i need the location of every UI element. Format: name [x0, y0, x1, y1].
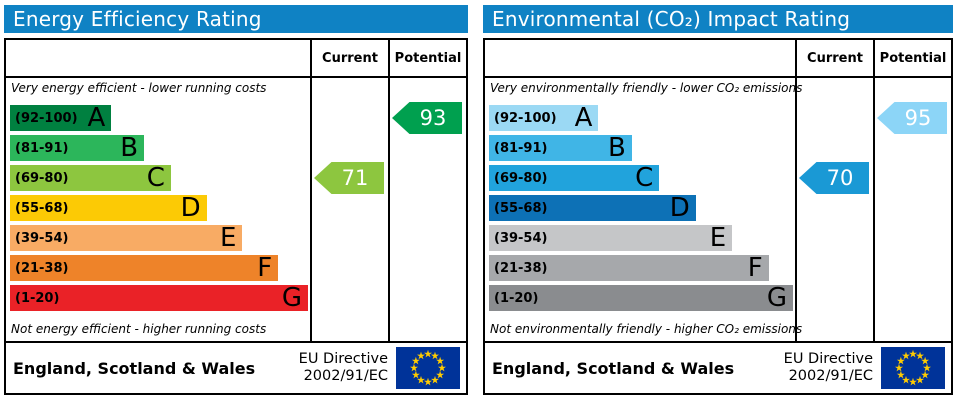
bands: (92-100) A (81-91) B (69-80) C (55-68) D [6, 99, 310, 311]
band-c: (69-80) C [489, 163, 660, 193]
band-range: (92-100) [15, 110, 78, 126]
caption-bottom: Not environmentally friendly - higher CO… [490, 322, 803, 336]
band-letter: G [281, 283, 302, 313]
environmental-impact-panel: Environmental (CO₂) Impact Rating Curren… [483, 5, 953, 395]
bands: (92-100) A (81-91) B (69-80) C (55-68) D [485, 99, 795, 311]
potential-column: 93 [388, 78, 466, 341]
band-letter: A [574, 103, 593, 133]
band-range: (55-68) [15, 200, 69, 216]
current-column: 70 [795, 78, 873, 341]
eu-directive-label: EU Directive 2002/91/EC [298, 350, 388, 384]
potential-arrow: 95 [877, 102, 947, 134]
band-c: (69-80) C [10, 165, 171, 191]
caption-top: Very environmentally friendly - lower CO… [490, 81, 803, 95]
band-scale: Very environmentally friendly - lower CO… [485, 78, 803, 341]
footer: England, Scotland & Wales EU Directive 2… [485, 341, 951, 393]
band-f: (21-38) F [10, 253, 279, 283]
band-letter: B [120, 133, 139, 163]
panel-title: Energy Efficiency Rating [4, 5, 468, 33]
band-g: (1-20) G [10, 285, 308, 311]
current-column: 71 [310, 78, 388, 341]
band-d: (55-68) D [10, 195, 207, 221]
energy-efficiency-panel: Energy Efficiency Rating Current Potenti… [4, 5, 468, 395]
potential-arrow: 93 [392, 102, 462, 134]
current-arrow: 71 [314, 162, 384, 194]
band-range: (55-68) [494, 200, 548, 216]
band-letter: C [635, 163, 654, 193]
band-letter: E [220, 223, 237, 253]
band-letter: F [747, 253, 763, 283]
band-range: (21-38) [494, 260, 548, 276]
potential-column: 95 [873, 78, 951, 341]
band-range: (39-54) [15, 230, 69, 246]
band-range: (92-100) [494, 110, 557, 126]
eu-flag-icon [396, 347, 460, 389]
region-label: England, Scotland & Wales [13, 358, 256, 378]
band-range: (81-91) [15, 140, 69, 156]
footer: England, Scotland & Wales EU Directive 2… [6, 341, 466, 393]
band-range: (69-80) [15, 170, 69, 186]
band-b: (81-91) B [10, 133, 145, 163]
band-d: (55-68) D [489, 195, 696, 221]
band-range: (1-20) [494, 290, 539, 306]
band-letter: A [87, 103, 106, 133]
band-letter: F [257, 253, 273, 283]
potential-column-header: Potential [388, 40, 466, 76]
band-e: (39-54) E [489, 223, 733, 253]
header-spacer [485, 40, 795, 76]
band-letter: C [146, 163, 165, 193]
eu-directive-label: EU Directive 2002/91/EC [783, 350, 873, 384]
potential-column-header: Potential [873, 40, 951, 76]
band-e: (39-54) E [10, 223, 243, 253]
band-range: (81-91) [494, 140, 548, 156]
band-letter: E [709, 223, 727, 253]
current-column-header: Current [795, 40, 873, 76]
current-column-header: Current [310, 40, 388, 76]
band-f: (21-38) F [489, 255, 769, 281]
band-a: (92-100) A [10, 103, 112, 133]
column-header-row: Current Potential [485, 40, 951, 78]
header-spacer [6, 40, 310, 76]
potential-value: 93 [419, 106, 447, 130]
current-value: 71 [341, 166, 369, 190]
band-range: (21-38) [15, 260, 69, 276]
caption-top: Very energy efficient - lower running co… [11, 81, 267, 95]
rating-table: Current Potential Very environmentally f… [483, 38, 953, 395]
chart-area: Very energy efficient - lower running co… [6, 78, 466, 341]
band-scale: Very energy efficient - lower running co… [6, 78, 310, 341]
band-a: (92-100) A [489, 103, 599, 133]
band-letter: D [669, 193, 690, 223]
column-header-row: Current Potential [6, 40, 466, 78]
panel-title: Environmental (CO₂) Impact Rating [483, 5, 953, 33]
potential-value: 95 [904, 106, 932, 130]
band-range: (1-20) [15, 290, 60, 306]
eu-flag-icon [881, 347, 945, 389]
band-range: (69-80) [494, 170, 548, 186]
band-g: (1-20) G [489, 285, 793, 311]
band-letter: G [766, 283, 787, 313]
region-label: England, Scotland & Wales [492, 358, 735, 378]
band-letter: D [180, 193, 201, 223]
rating-table: Current Potential Very energy efficient … [4, 38, 468, 395]
band-letter: B [608, 133, 626, 163]
current-value: 70 [826, 166, 854, 190]
chart-area: Very environmentally friendly - lower CO… [485, 78, 951, 341]
current-arrow: 70 [799, 162, 869, 194]
band-b: (81-91) B [489, 135, 632, 161]
band-range: (39-54) [494, 230, 548, 246]
caption-bottom: Not energy efficient - higher running co… [11, 322, 267, 336]
